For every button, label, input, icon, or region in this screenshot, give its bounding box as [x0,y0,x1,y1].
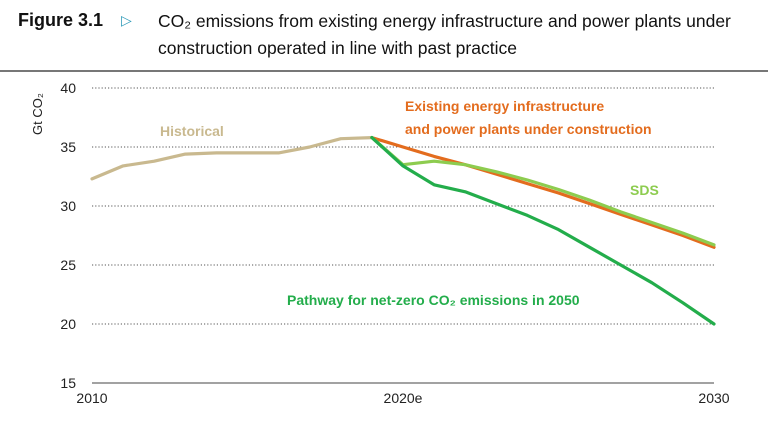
y-tick-label: 35 [60,139,76,155]
series-line-existing [370,136,716,249]
figure-header: Figure 3.1 ▷ CO₂ emissions from existing… [18,4,760,68]
x-tick-label: 2030 [698,390,729,406]
series-line-sds [370,136,716,247]
header-divider [0,70,768,72]
y-tick-label: 15 [60,375,76,391]
y-tick-label: 25 [60,257,76,273]
series-label-historical: Historical [160,123,224,139]
axes: 15 20 25 30 35 40 2010 2020e 2030 Gt CO₂ [30,80,730,406]
y-tick-label: 40 [60,80,76,96]
figure-label: Figure 3.1 [18,10,104,30]
y-axis-label: Gt CO₂ [30,93,45,135]
y-tick-label: 20 [60,316,76,332]
series-line-netzero [370,136,716,326]
series-label-sds: SDS [630,182,659,198]
series-lines [90,136,716,326]
y-tick-label: 30 [60,198,76,214]
x-tick-label: 2020e [384,390,423,406]
triangle-arrow-icon: ▷ [121,12,132,28]
x-tick-label: 2010 [76,390,107,406]
figure-title: CO₂ emissions from existing energy infra… [158,11,731,58]
series-label-existing: and power plants under construction [405,121,652,137]
series-label-netzero: Pathway for net-zero CO₂ emissions in 20… [287,292,580,308]
series-line-historical [90,136,374,181]
series-annotations: Historical Existing energy infrastructure… [160,98,659,308]
series-label-existing: Existing energy infrastructure [405,98,604,114]
